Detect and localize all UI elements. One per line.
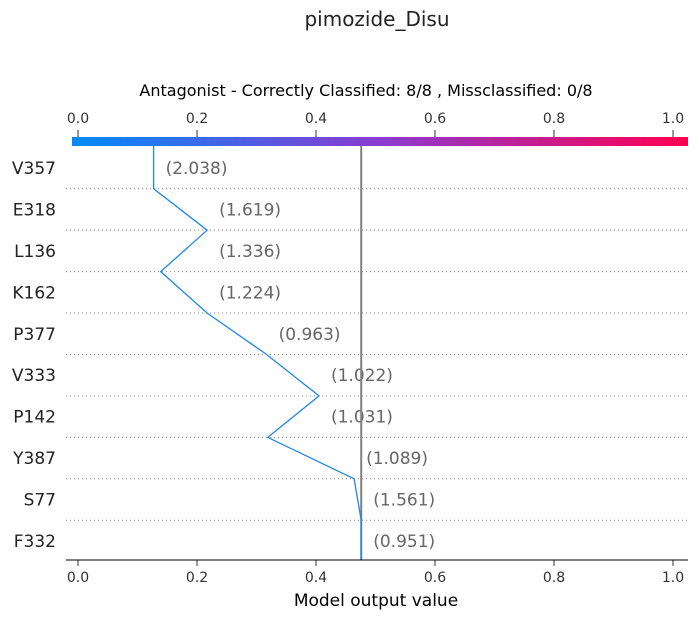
feature-label: V357 <box>12 159 56 179</box>
feature-label: E318 <box>13 200 56 220</box>
top-tick-labels: 0.0 0.2 0.4 0.6 0.8 1.0 <box>67 111 684 137</box>
bottom-tick-label: 0.4 <box>305 570 327 586</box>
feature-labels: V357 E318 L136 K162 P377 V333 P142 Y387 S77 F332 <box>12 159 56 552</box>
top-tick-label: 0.0 <box>67 111 89 127</box>
bottom-tick-label: 0.8 <box>543 570 565 586</box>
bottom-tick-label: 1.0 <box>662 570 684 586</box>
feature-value-label: (0.963) <box>279 325 341 345</box>
feature-label: Y387 <box>12 449 56 469</box>
feature-value-label: (0.951) <box>373 532 435 552</box>
feature-label: K162 <box>12 283 56 303</box>
chart-subtitle: Antagonist - Correctly Classified: 8/8 ,… <box>139 81 592 100</box>
feature-value-label: (1.561) <box>373 491 435 511</box>
feature-value-labels: (2.038)(1.619)(1.336)(1.224)(0.963)(1.02… <box>166 159 436 552</box>
feature-value-label: (1.619) <box>219 200 281 220</box>
feature-label: V333 <box>12 366 56 386</box>
bottom-axis: 0.0 0.2 0.4 0.6 0.8 1.0 <box>67 560 684 586</box>
top-tick-label: 0.2 <box>186 111 208 127</box>
feature-value-label: (1.224) <box>219 283 281 303</box>
top-tick-label: 1.0 <box>662 111 684 127</box>
feature-label: F332 <box>14 532 56 552</box>
decision-path-line <box>152 146 362 560</box>
bottom-tick-label: 0.0 <box>67 570 89 586</box>
feature-value-label: (1.336) <box>219 242 281 262</box>
feature-label: S77 <box>24 491 56 511</box>
chart-title: pimozide_Disu <box>304 7 449 31</box>
feature-value-label: (2.038) <box>166 159 228 179</box>
feature-value-label: (1.089) <box>366 449 428 469</box>
x-axis-label: Model output value <box>294 591 458 611</box>
row-grid <box>66 188 688 521</box>
colorbar <box>72 137 688 146</box>
bottom-tick-label: 0.2 <box>186 570 208 586</box>
top-tick-label: 0.6 <box>424 111 446 127</box>
bottom-tick-label: 0.6 <box>424 570 446 586</box>
feature-label: P142 <box>13 408 56 428</box>
feature-label: P377 <box>13 325 56 345</box>
feature-label: L136 <box>14 242 56 262</box>
top-tick-label: 0.8 <box>543 111 565 127</box>
top-tick-label: 0.4 <box>305 111 327 127</box>
